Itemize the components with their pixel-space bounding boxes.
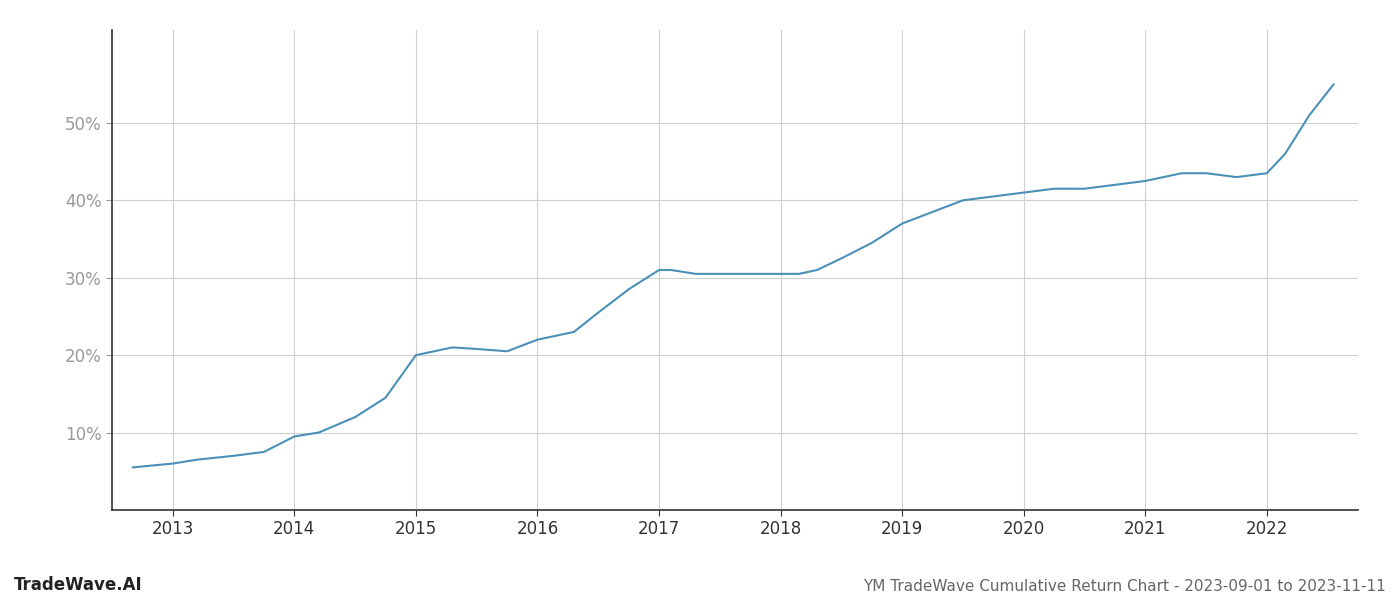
Text: YM TradeWave Cumulative Return Chart - 2023-09-01 to 2023-11-11: YM TradeWave Cumulative Return Chart - 2… xyxy=(864,579,1386,594)
Text: TradeWave.AI: TradeWave.AI xyxy=(14,576,143,594)
